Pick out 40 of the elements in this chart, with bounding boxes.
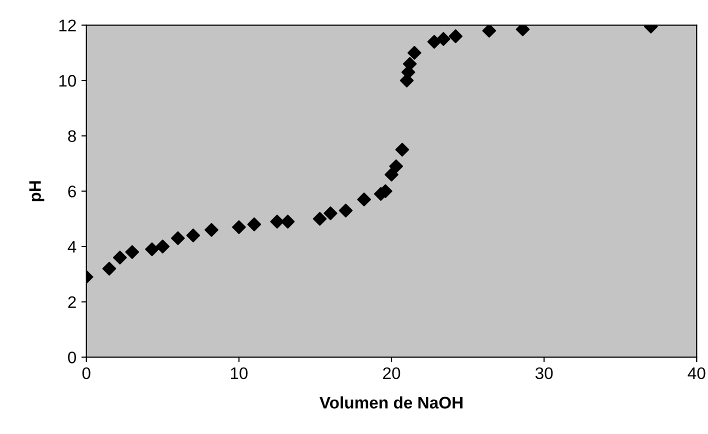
- point: [338, 204, 353, 218]
- x-tick-label: 40: [688, 367, 706, 380]
- y-tick-label: 2: [68, 296, 76, 308]
- point: [384, 168, 398, 182]
- point: [312, 212, 327, 226]
- y-tick-label: 6: [68, 186, 76, 198]
- point: [357, 192, 371, 206]
- point: [171, 231, 185, 246]
- point: [102, 262, 116, 276]
- point: [270, 214, 284, 229]
- x-tick-label: 10: [230, 367, 248, 380]
- point: [408, 46, 422, 60]
- y-tick-label: 10: [59, 74, 76, 87]
- point: [204, 223, 218, 237]
- point: [402, 57, 417, 71]
- point: [113, 250, 127, 264]
- point: [427, 34, 442, 49]
- point: [125, 245, 140, 259]
- point: [280, 214, 295, 229]
- point: [482, 25, 496, 38]
- x-tick-label: 20: [383, 367, 400, 380]
- point: [232, 220, 246, 234]
- point: [436, 32, 450, 46]
- point: [516, 25, 530, 36]
- point: [395, 142, 410, 157]
- point: [324, 206, 338, 220]
- point: [389, 159, 404, 174]
- y-tick-label: 4: [68, 241, 76, 253]
- y-tick-label: 8: [68, 130, 76, 142]
- point: [448, 29, 463, 44]
- point: [145, 242, 159, 256]
- point: [247, 217, 262, 232]
- x-axis-title: Volumen de NaOH: [320, 396, 462, 409]
- point: [186, 228, 200, 242]
- y-tick-label: 0: [68, 352, 76, 364]
- point: [156, 240, 170, 254]
- y-tick-label: 12: [59, 20, 76, 32]
- x-tick-label: 30: [535, 367, 553, 380]
- x-tick-label: 0: [82, 367, 90, 380]
- y-axis-title: pH: [29, 181, 44, 202]
